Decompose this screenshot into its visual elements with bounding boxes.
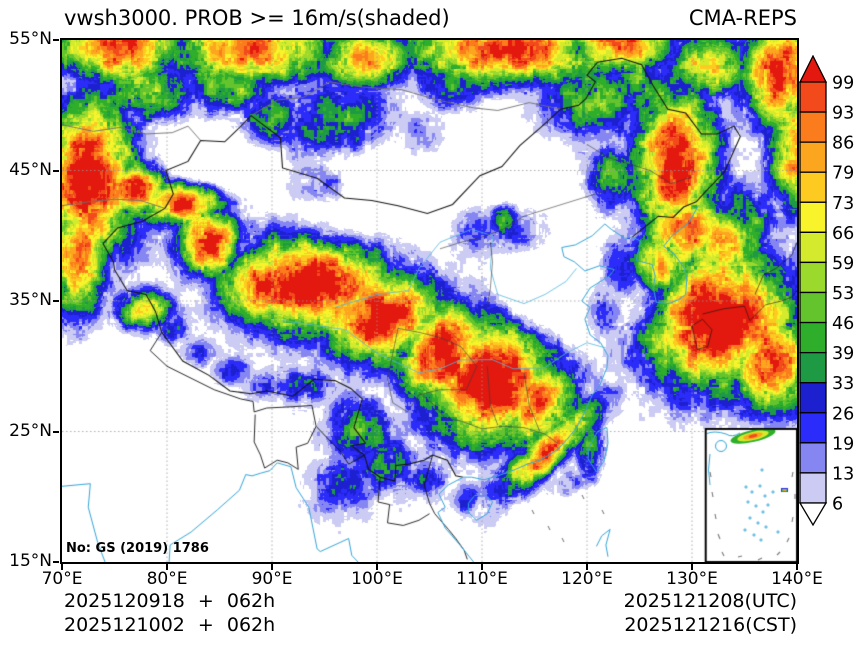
colorbar-swatch xyxy=(799,351,827,384)
y-tick-mark xyxy=(53,39,59,41)
x-tick-mark xyxy=(166,564,168,570)
x-tick-label: 140°E xyxy=(771,569,823,589)
colorbar-swatch xyxy=(799,171,827,203)
colorbar-over-arrow xyxy=(799,55,828,83)
colorbar-tick-label: 99 xyxy=(832,74,854,94)
colorbar-tick-label: 26 xyxy=(832,404,854,424)
colorbar-tick-label: 6 xyxy=(832,494,843,514)
init-run-2: 2025121002 + 062h xyxy=(64,614,276,636)
colorbar: 99 93 86 79 73 66 59 53 46 39 33 26 19 13 6 xyxy=(799,55,854,527)
colorbar-tick-label: 73 xyxy=(832,194,854,214)
y-tick-label: 15°N xyxy=(9,551,52,571)
y-tick-mark xyxy=(53,561,59,563)
colorbar-tick-label: 39 xyxy=(832,344,854,364)
valid-time-utc: 2025121208(UTC) xyxy=(623,590,797,612)
x-tick-mark xyxy=(271,564,273,570)
colorbar-swatch xyxy=(799,81,827,113)
init-run-1: 2025120918 + 062h xyxy=(64,590,276,612)
y-tick-mark xyxy=(53,169,59,172)
colorbar-swatch xyxy=(799,472,827,504)
x-tick-mark xyxy=(796,564,798,570)
x-tick-label: 100°E xyxy=(351,569,403,589)
page-title: vwsh3000. PROB >= 16m/s(shaded) xyxy=(64,6,450,30)
valid-time-cst: 2025121216(CST) xyxy=(624,614,797,636)
y-tick-label: 25°N xyxy=(9,420,52,441)
colorbar-swatch xyxy=(799,412,827,444)
colorbar-swatch xyxy=(799,231,827,264)
x-tick-label: 70°E xyxy=(41,569,83,589)
colorbar-tick-label: 79 xyxy=(832,164,854,184)
y-tick-mark xyxy=(53,430,59,433)
colorbar-tick-label: 86 xyxy=(832,134,854,154)
y-tick-label: 45°N xyxy=(9,159,52,180)
x-tick-mark xyxy=(61,564,63,570)
colorbar-tick-label: 46 xyxy=(832,314,854,334)
colorbar-swatch xyxy=(799,141,827,173)
x-tick-mark xyxy=(691,564,693,570)
colorbar-tick-label: 53 xyxy=(832,284,854,304)
x-tick-label: 130°E xyxy=(666,569,718,589)
license-note: No: GS (2019) 1786 xyxy=(66,541,209,556)
x-tick-mark xyxy=(481,564,483,570)
x-tick-label: 90°E xyxy=(251,569,293,589)
colorbar-swatch xyxy=(799,382,827,414)
y-tick-label: 55°N xyxy=(9,29,52,49)
colorbar-swatch xyxy=(799,201,827,233)
colorbar-tick-label: 59 xyxy=(832,254,854,274)
colorbar-swatch xyxy=(799,321,827,354)
colorbar-under-arrow xyxy=(799,502,828,527)
probability-shading-canvas xyxy=(62,40,797,562)
model-name: CMA-REPS xyxy=(688,6,797,30)
x-tick-label: 120°E xyxy=(561,569,613,589)
colorbar-tick-label: 33 xyxy=(832,374,854,394)
colorbar-swatch xyxy=(799,291,827,324)
colorbar-tick-label: 93 xyxy=(832,104,854,124)
colorbar-tick-label: 66 xyxy=(832,224,854,244)
x-tick-mark xyxy=(586,564,588,570)
y-tick-mark xyxy=(53,300,59,302)
colorbar-swatch xyxy=(799,442,827,474)
x-tick-label: 110°E xyxy=(456,569,508,589)
map-plot-area xyxy=(60,38,799,564)
colorbar-tick-label: 19 xyxy=(832,434,854,454)
colorbar-swatch xyxy=(799,111,827,143)
colorbar-tick-label: 13 xyxy=(832,464,854,484)
x-tick-label: 80°E xyxy=(146,569,188,589)
y-tick-label: 35°N xyxy=(9,290,52,310)
x-tick-mark xyxy=(376,564,378,570)
colorbar-swatch xyxy=(799,261,827,294)
